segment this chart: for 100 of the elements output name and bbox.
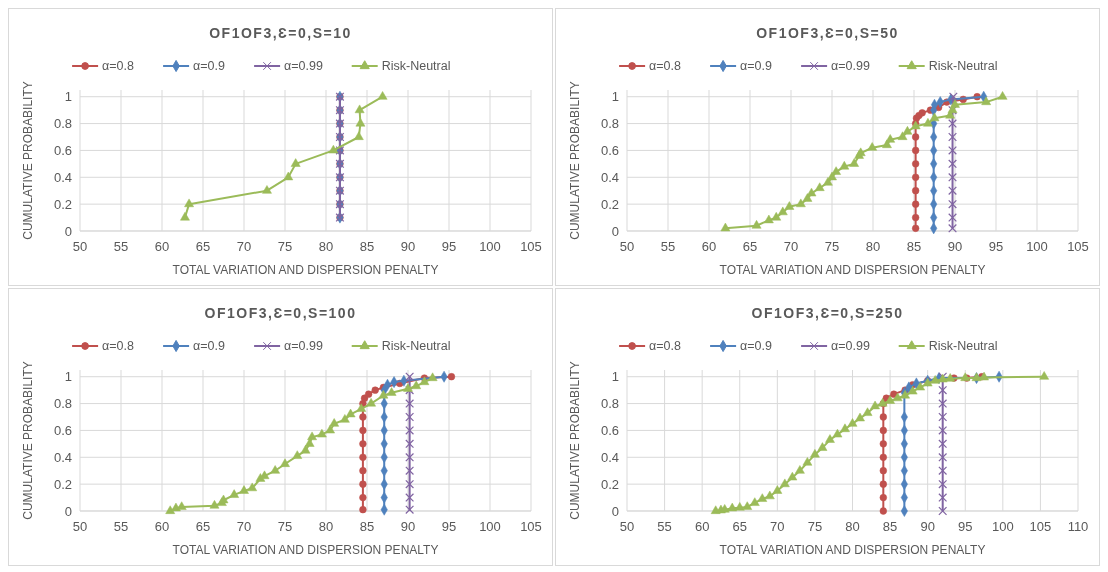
y-tick-label: 0.4 bbox=[53, 169, 72, 185]
legend-label: Risk-Neutral bbox=[381, 59, 451, 74]
x-tick-label: 105 bbox=[1067, 239, 1089, 254]
x-tick-label: 85 bbox=[882, 519, 898, 534]
x-tick-label: 85 bbox=[359, 239, 375, 254]
y-tick-label: 0.2 bbox=[600, 196, 619, 212]
chart-title: OF1OF3,Ɛ=0,S=250 bbox=[751, 305, 904, 321]
y-axis-title: CUMULATIVE PROBABILITY bbox=[568, 81, 582, 240]
x-tick-label: 55 bbox=[660, 239, 676, 254]
x-tick-label: 80 bbox=[865, 239, 881, 254]
x-tick-label: 60 bbox=[154, 519, 170, 534]
x-tick-label: 70 bbox=[783, 239, 799, 254]
x-tick-label: 90 bbox=[947, 239, 963, 254]
x-tick-label: 90 bbox=[400, 519, 416, 534]
x-tick-label: 95 bbox=[988, 239, 1004, 254]
y-tick-label: 1 bbox=[611, 89, 619, 105]
x-tick-label: 70 bbox=[770, 519, 785, 534]
y-tick-label: 0.2 bbox=[53, 196, 72, 212]
x-tick-label: 95 bbox=[441, 519, 457, 534]
y-tick-label: 0 bbox=[64, 503, 72, 519]
legend-label: α=0.9 bbox=[193, 339, 226, 354]
chart-title: OF1OF3,Ɛ=0,S=10 bbox=[209, 25, 352, 41]
legend-label: α=0.99 bbox=[284, 59, 323, 74]
x-tick-label: 50 bbox=[619, 239, 635, 254]
x-tick-label: 60 bbox=[694, 519, 710, 534]
legend-label: α=0.9 bbox=[740, 339, 773, 354]
x-axis-title: TOTAL VARIATION AND DISPERSION PENALTY bbox=[172, 543, 439, 557]
y-axis-title: CUMULATIVE PROBABILITY bbox=[21, 81, 35, 240]
x-tick-label: 105 bbox=[1029, 519, 1052, 534]
legend-label: α=0.8 bbox=[649, 339, 682, 354]
legend-label: Risk-Neutral bbox=[928, 59, 998, 74]
y-tick-label: 0.6 bbox=[53, 422, 72, 438]
y-tick-label: 1 bbox=[64, 89, 72, 105]
x-tick-label: 65 bbox=[742, 239, 758, 254]
x-tick-label: 100 bbox=[991, 519, 1014, 534]
x-tick-label: 50 bbox=[72, 239, 88, 254]
y-axis-title: CUMULATIVE PROBABILITY bbox=[21, 361, 35, 520]
y-tick-label: 0.8 bbox=[600, 396, 619, 412]
y-tick-label: 0 bbox=[611, 223, 619, 239]
x-tick-label: 90 bbox=[920, 519, 935, 534]
y-tick-label: 0.4 bbox=[53, 449, 72, 465]
x-tick-label: 50 bbox=[72, 519, 88, 534]
x-tick-label: 75 bbox=[277, 519, 293, 534]
legend-label: α=0.9 bbox=[193, 59, 226, 74]
x-tick-label: 65 bbox=[195, 519, 211, 534]
x-tick-label: 80 bbox=[318, 239, 334, 254]
x-tick-label: 50 bbox=[619, 519, 635, 534]
x-tick-label: 90 bbox=[400, 239, 416, 254]
y-tick-label: 0.6 bbox=[600, 422, 619, 438]
x-tick-label: 80 bbox=[845, 519, 860, 534]
x-tick-label: 75 bbox=[277, 239, 293, 254]
y-tick-label: 0.6 bbox=[600, 142, 619, 158]
x-tick-label: 100 bbox=[479, 239, 501, 254]
y-tick-label: 0.8 bbox=[53, 396, 72, 412]
chart-title: OF1OF3,Ɛ=0,S=50 bbox=[756, 25, 899, 41]
x-tick-label: 100 bbox=[1026, 239, 1048, 254]
y-tick-label: 1 bbox=[611, 369, 619, 385]
x-tick-label: 95 bbox=[958, 519, 973, 534]
x-tick-label: 65 bbox=[732, 519, 747, 534]
x-tick-label: 55 bbox=[657, 519, 672, 534]
legend-label: α=0.8 bbox=[102, 59, 135, 74]
y-tick-label: 0.2 bbox=[53, 476, 72, 492]
x-tick-label: 80 bbox=[318, 519, 334, 534]
x-axis-title: TOTAL VARIATION AND DISPERSION PENALTY bbox=[719, 543, 986, 557]
x-tick-label: 75 bbox=[824, 239, 840, 254]
x-tick-label: 85 bbox=[359, 519, 375, 534]
x-axis-title: TOTAL VARIATION AND DISPERSION PENALTY bbox=[719, 263, 986, 277]
legend-label: α=0.9 bbox=[740, 59, 773, 74]
x-tick-label: 55 bbox=[113, 519, 129, 534]
legend-label: α=0.8 bbox=[102, 339, 135, 354]
y-tick-label: 1 bbox=[64, 369, 72, 385]
x-tick-label: 105 bbox=[520, 519, 542, 534]
x-axis-title: TOTAL VARIATION AND DISPERSION PENALTY bbox=[172, 263, 439, 277]
y-tick-label: 0.8 bbox=[600, 116, 619, 132]
y-tick-label: 0 bbox=[64, 223, 72, 239]
x-tick-label: 60 bbox=[154, 239, 170, 254]
legend-label: α=0.99 bbox=[831, 339, 870, 354]
x-tick-label: 70 bbox=[236, 519, 252, 534]
legend-label: α=0.8 bbox=[649, 59, 682, 74]
chart-title: OF1OF3,Ɛ=0,S=100 bbox=[204, 305, 357, 321]
y-tick-label: 0.8 bbox=[53, 116, 72, 132]
x-tick-label: 65 bbox=[195, 239, 211, 254]
legend-label: Risk-Neutral bbox=[381, 339, 451, 354]
y-tick-label: 0.2 bbox=[600, 476, 619, 492]
x-tick-label: 110 bbox=[1067, 519, 1089, 534]
y-axis-title: CUMULATIVE PROBABILITY bbox=[568, 361, 582, 520]
y-tick-label: 0.4 bbox=[600, 169, 619, 185]
x-tick-label: 60 bbox=[701, 239, 717, 254]
legend-label: α=0.99 bbox=[831, 59, 870, 74]
x-tick-label: 95 bbox=[441, 239, 457, 254]
legend-label: α=0.99 bbox=[284, 339, 323, 354]
y-tick-label: 0 bbox=[611, 503, 619, 519]
y-tick-label: 0.6 bbox=[53, 142, 72, 158]
x-tick-label: 55 bbox=[113, 239, 129, 254]
legend-label: Risk-Neutral bbox=[928, 339, 998, 354]
x-tick-label: 100 bbox=[479, 519, 501, 534]
x-tick-label: 105 bbox=[520, 239, 542, 254]
y-tick-label: 0.4 bbox=[600, 449, 619, 465]
x-tick-label: 85 bbox=[906, 239, 922, 254]
x-tick-label: 75 bbox=[807, 519, 823, 534]
